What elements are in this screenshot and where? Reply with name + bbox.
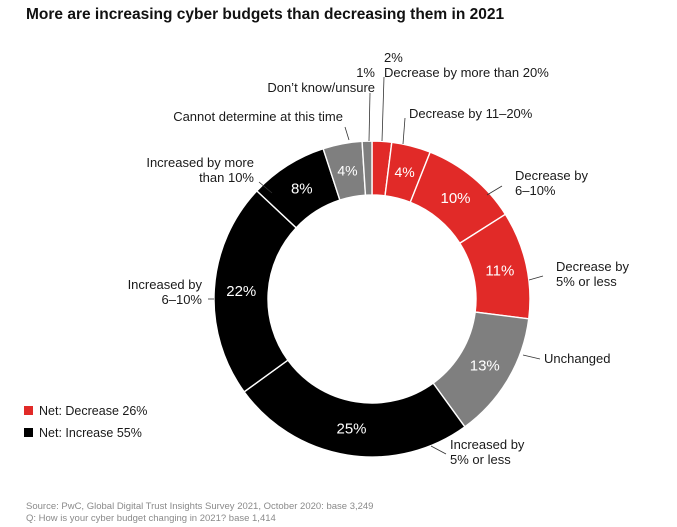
source-note: Source: PwC, Global Digital Trust Insigh… [26, 501, 374, 512]
slice-category-label: 1% Don’t know/unsure [267, 65, 375, 95]
slice-value-label: 22% [226, 283, 256, 300]
legend-label-decrease: Net: Decrease 26% [39, 404, 148, 418]
leader-line [430, 445, 447, 455]
leader-line [381, 76, 385, 142]
leader-line [344, 126, 350, 141]
leader-line [522, 354, 541, 360]
legend-item-decrease: Net: Decrease 26% [24, 404, 147, 418]
slice-category-label: Unchanged [544, 351, 611, 366]
donut-slice [361, 140, 373, 196]
legend-swatch-increase [24, 428, 33, 437]
slice-value-label: 4% [337, 162, 357, 178]
slice-category-label: 2% Decrease by more than 20% [384, 50, 549, 80]
slice-value-label: 25% [336, 420, 366, 437]
slice-category-label: Increased by more than 10% [146, 155, 254, 185]
question-note: Q: How is your cyber budget changing in … [26, 513, 276, 524]
slice-category-label: Increased by 5% or less [450, 437, 525, 467]
slice-category-label: Decrease by 11–20% [409, 106, 533, 121]
legend-item-increase: Net: Increase 55% [24, 426, 142, 440]
leader-line [402, 117, 406, 145]
leader-line [486, 185, 503, 196]
slice-category-label: Decrease by 6–10% [515, 168, 588, 198]
slice-category-label: Cannot determine at this time [173, 109, 343, 124]
slice-value-label: 8% [291, 180, 313, 197]
slice-category-label: Decrease by 5% or less [556, 259, 629, 289]
slice-value-label: 10% [440, 190, 470, 207]
donut-slice [243, 359, 466, 458]
leader-line [368, 92, 371, 142]
slice-value-label: 13% [470, 358, 500, 375]
slice-category-label: Increased by 6–10% [128, 277, 203, 307]
slice-value-label: 4% [394, 164, 414, 180]
legend-swatch-decrease [24, 406, 33, 415]
leader-line [258, 181, 273, 194]
legend-label-increase: Net: Increase 55% [39, 426, 142, 440]
leader-line [528, 275, 544, 281]
slice-value-label: 11% [485, 262, 514, 279]
chart-title: More are increasing cyber budgets than d… [26, 6, 505, 23]
